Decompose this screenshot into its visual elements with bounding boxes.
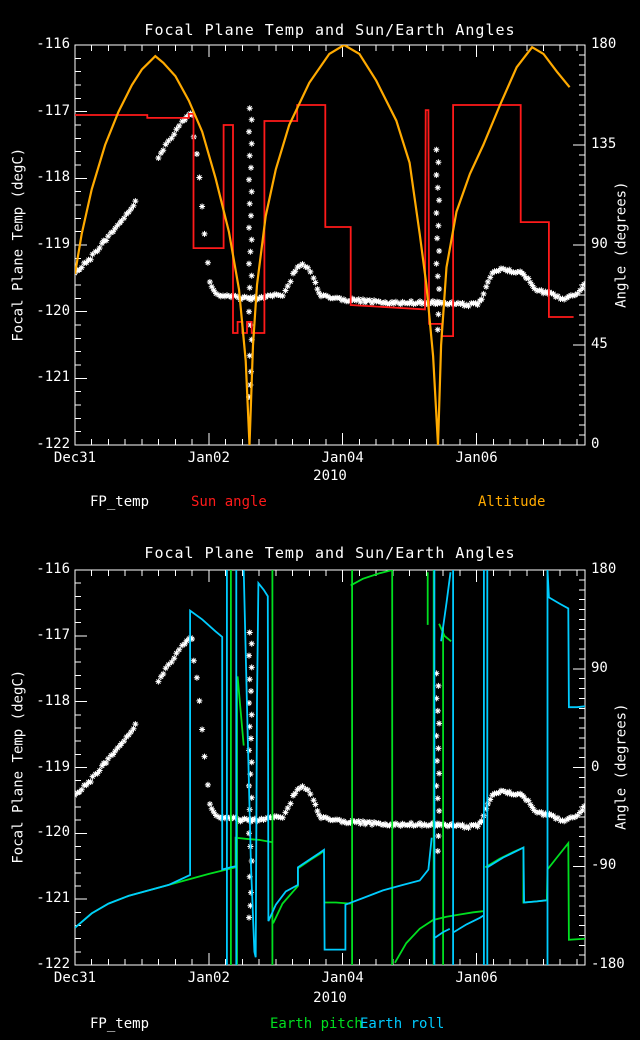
chart1-x-tick-Jan04: Jan04 [321,450,364,466]
chart2-x-tick-Jan04: Jan04 [321,970,364,986]
series-sun-angle [75,104,574,337]
chart1-title: Focal Plane Temp and Sun/Earth Angles [144,21,516,39]
chart1-ytick-left--117: -117 [36,102,70,119]
series-earth-pitch [75,570,585,965]
chart2-x-tick-Jan02: Jan02 [187,970,230,986]
chart2-ytick-right-90: 90 [591,659,608,676]
chart2-ytick-left--116: -116 [36,561,70,577]
chart2-ytick-left--117: -117 [36,626,70,643]
chart2-title: Focal Plane Temp and Sun/Earth Angles [144,544,516,562]
series-earth-roll [75,570,585,965]
chart2-ytick-left--120: -120 [36,824,70,841]
chart1-ytick-left--116: -116 [36,36,70,52]
chart2-ytick-left--122: -122 [36,956,70,972]
chart2-ytick-right--180: -180 [591,956,625,972]
chart1-x-tick-Dec31: Dec31 [53,450,97,466]
chart2-x-tick-Jan06: Jan06 [455,970,498,986]
chart2-ytick-right-0: 0 [591,758,600,775]
chart1-x-tick-Jan02: Jan02 [187,450,230,466]
chart2-x-tick-Dec31: Dec31 [53,970,97,986]
chart1-year-label: 2010 [313,468,347,484]
chart2-ytick-right-180: 180 [591,561,617,577]
chart2-ytick-right--90: -90 [591,857,617,874]
chart1-ytick-left--118: -118 [36,169,70,186]
chart1-ytick-left--119: -119 [36,236,70,252]
chart2-ytick-left--121: -121 [36,890,70,907]
series-fp_temp_burst1-markers [246,629,255,921]
chart1-ytick-right-135: 135 [591,136,617,152]
chart1-legend-altitude: Altitude [478,494,546,510]
chart1-ytick-right-90: 90 [591,236,608,252]
chart1-ytick-left--120: -120 [36,302,70,319]
chart1-legend-sun-angle: Sun angle [191,494,267,510]
series-altitude [75,45,571,445]
chart2-legend-fp-temp: FP_temp [90,1016,150,1032]
chart1-x-tick-Jan06: Jan06 [455,450,498,466]
series-fp_temp-markers [75,634,585,831]
chart1-ytick-right-180: 180 [591,36,617,52]
chart1-legend-fp-temp: FP_temp [90,494,150,510]
series-fp_temp-markers [75,110,585,310]
chart1-ytick-left--122: -122 [36,436,70,452]
chart2-ytick-left--119: -119 [36,758,70,775]
chart2-legend-earth-roll: Earth roll [360,1016,445,1032]
series-fp_temp_burst2-markers [433,146,443,333]
chart1-ytick-left--121: -121 [36,369,70,386]
series-fp_temp_burst2-markers [433,670,443,855]
chart1-ytick-right-45: 45 [591,336,608,352]
chart2-year-label: 2010 [313,990,347,1006]
chart2-legend-earth-pitch: Earth pitch [270,1016,363,1032]
chart1-ytick-right-0: 0 [591,436,600,452]
chart2-ytick-left--118: -118 [36,692,70,709]
